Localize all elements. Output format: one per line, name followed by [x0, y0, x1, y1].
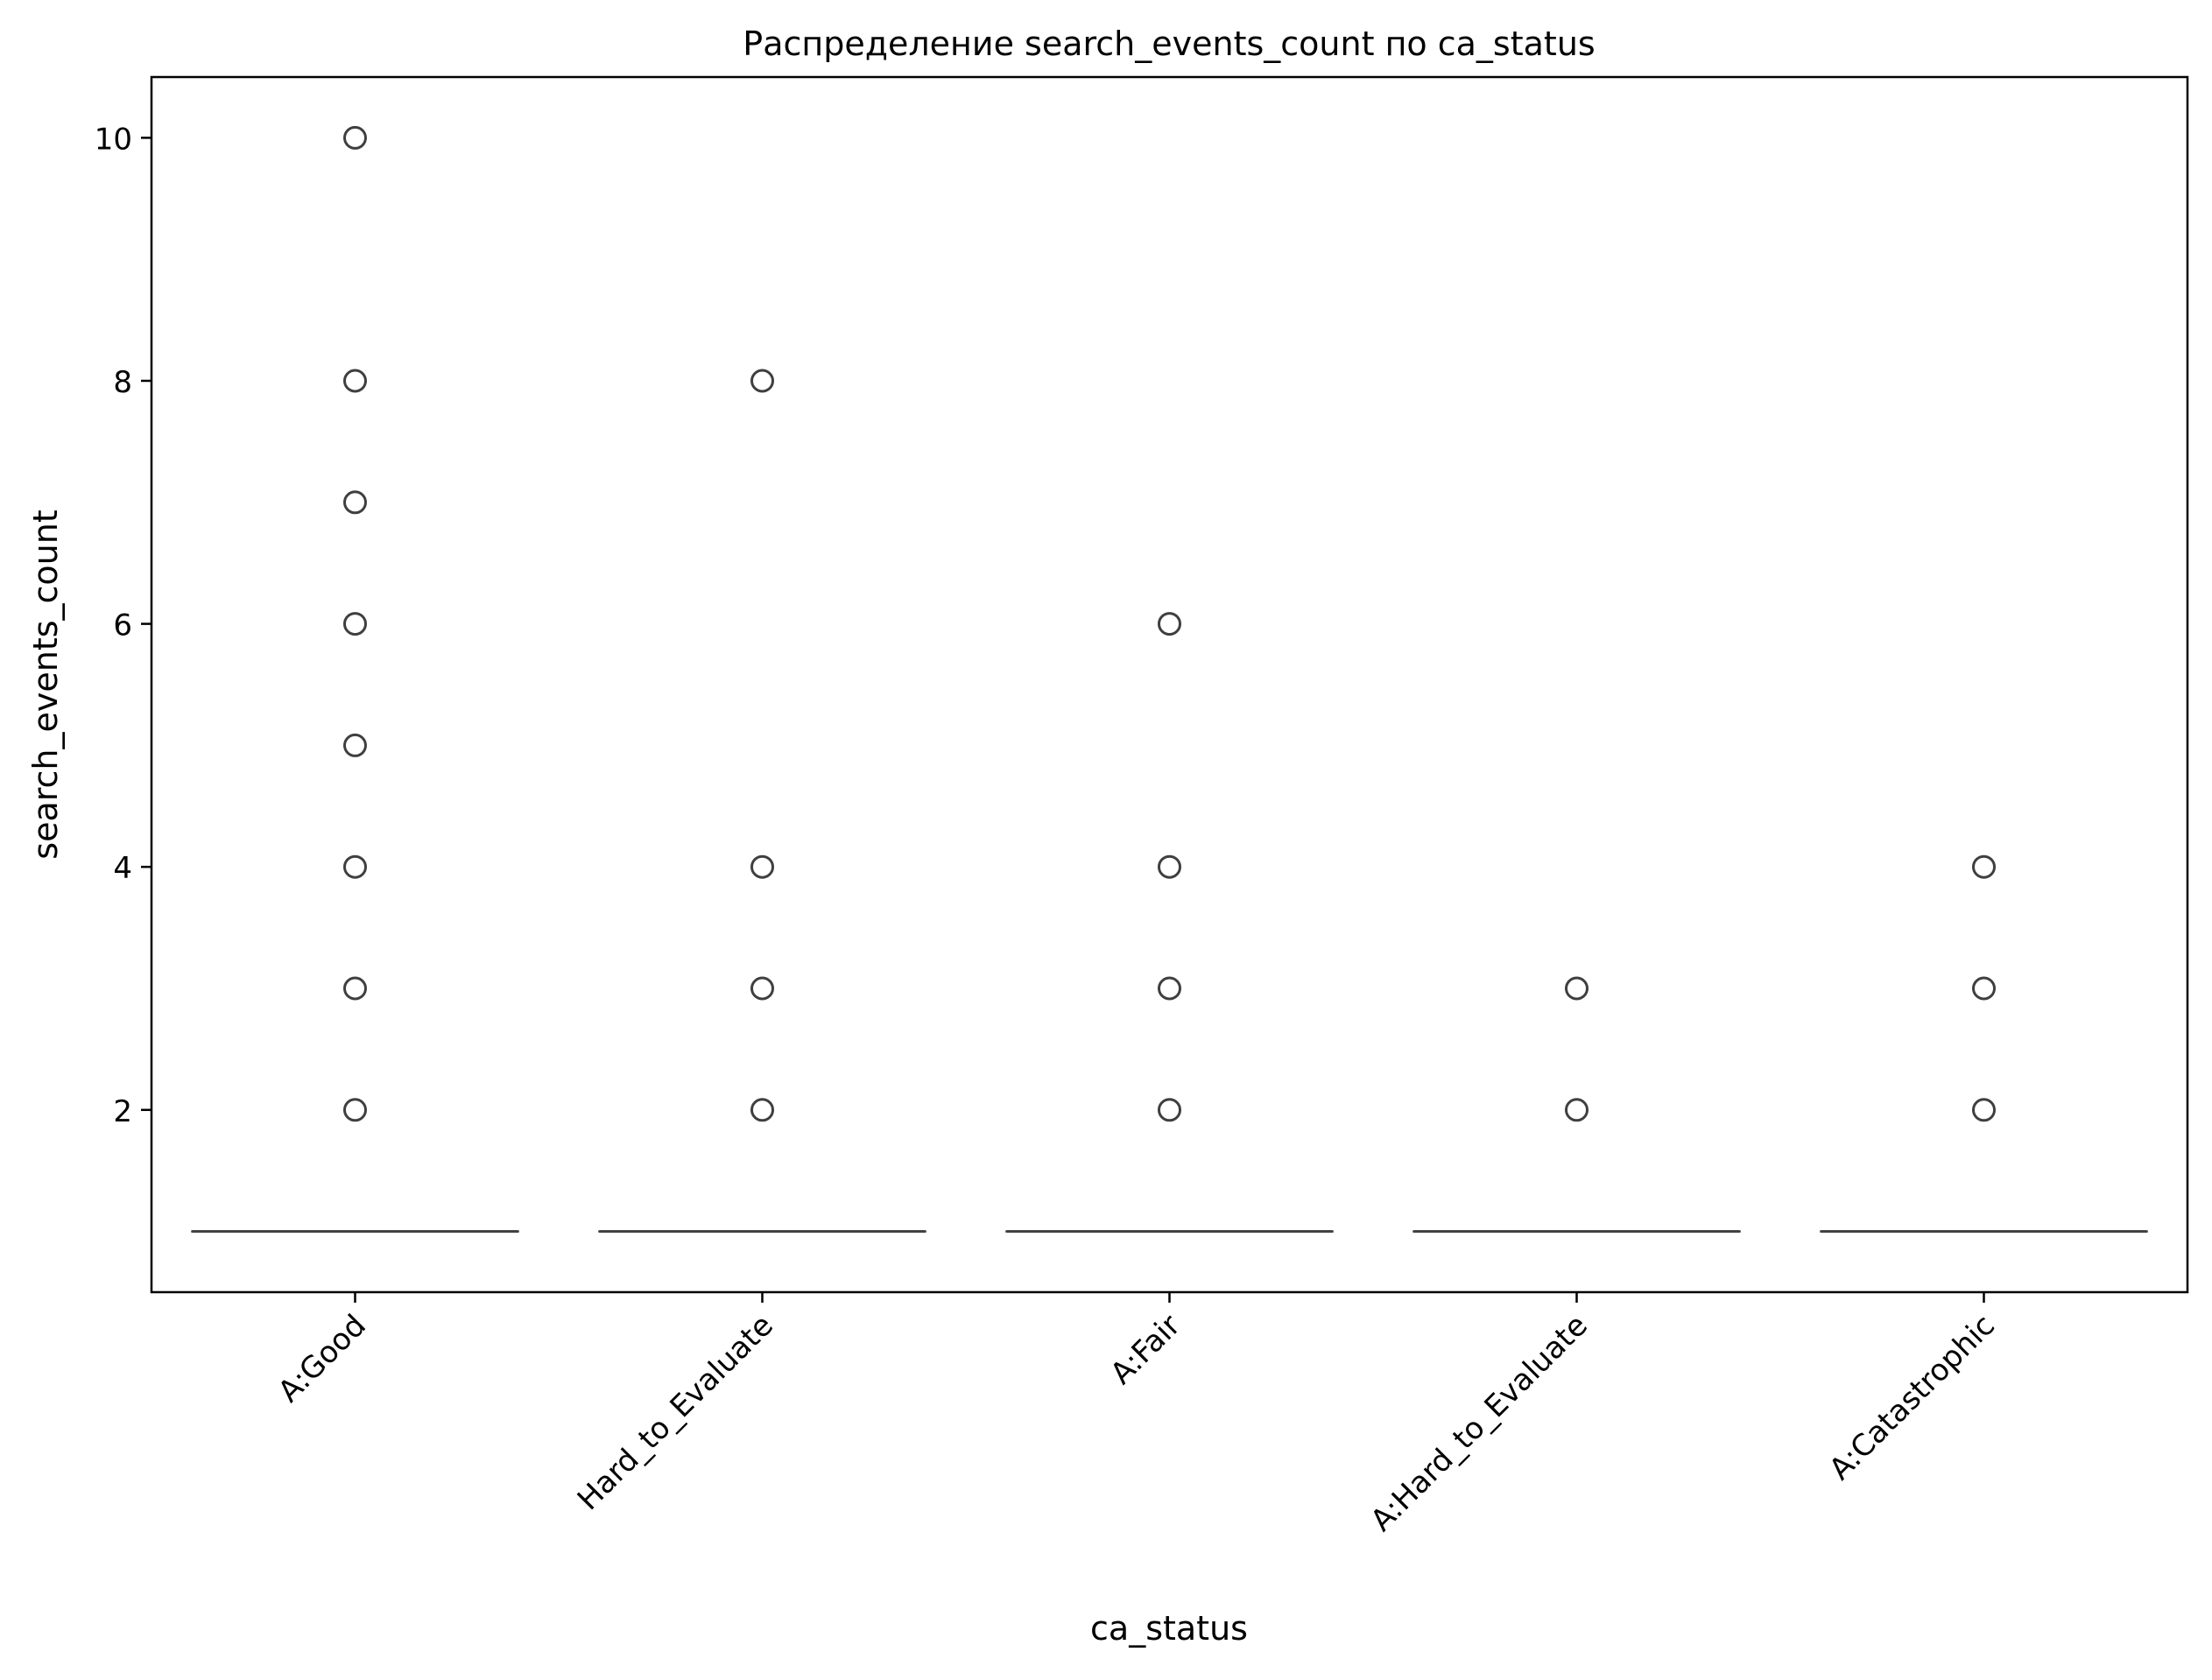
- x-axis: A:Good Hard_to_Evaluate A:Fair A:Hard_to_Ev…: [271, 1292, 2002, 1538]
- y-tick-label: 4: [113, 851, 132, 886]
- x-axis-label: ca_status: [1090, 1609, 1248, 1648]
- x-tick-label: A:Good: [271, 1308, 373, 1409]
- y-axis: 2 4 6 8 10: [95, 122, 151, 1128]
- chart-title: Распределение search_events_count по ca_…: [743, 25, 1595, 63]
- y-tick-label: 8: [113, 365, 132, 400]
- y-tick-label: 2: [113, 1094, 132, 1129]
- y-tick-label: 6: [113, 608, 132, 643]
- x-tick-label: A:Fair: [1104, 1308, 1187, 1391]
- x-tick-label: A:Catastrophic: [1822, 1308, 2002, 1487]
- y-axis-label: search_events_count: [26, 510, 65, 859]
- x-tick-label: A:Hard_to_Evaluate: [1364, 1308, 1595, 1538]
- x-tick-label: Hard_to_Evaluate: [571, 1308, 780, 1517]
- plot-area: [151, 77, 2187, 1292]
- y-tick-label: 10: [95, 122, 132, 157]
